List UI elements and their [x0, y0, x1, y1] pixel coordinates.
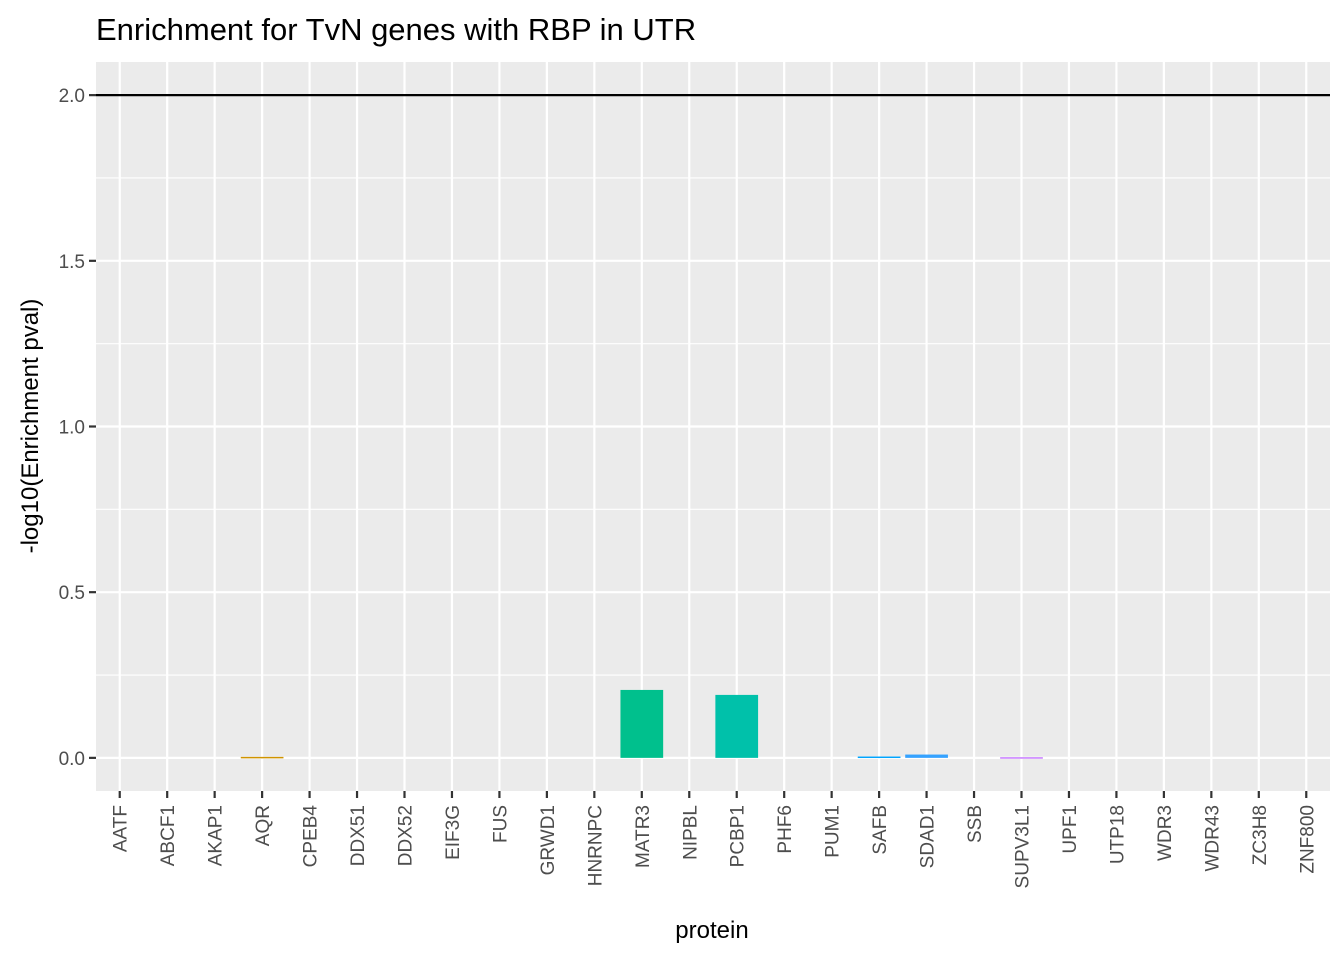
x-tick-label: PCBP1 — [728, 805, 749, 867]
y-tick-label: 1.0 — [59, 418, 85, 439]
x-tick-label: WDR43 — [1202, 805, 1223, 872]
y-axis-title: -log10(Enrichment pval) — [17, 299, 44, 554]
x-tick-label: WDR3 — [1155, 805, 1176, 861]
x-tick-label: EIF3G — [443, 805, 464, 860]
x-tick-label: CPEB4 — [301, 805, 322, 868]
x-tick-label: SSB — [965, 805, 986, 843]
x-tick-label: PUM1 — [823, 805, 844, 858]
x-tick-label: ZC3H8 — [1250, 805, 1271, 865]
x-tick-label: ZNF800 — [1297, 805, 1318, 874]
bars — [240, 689, 1043, 759]
x-tick-label: SUPV3L1 — [1013, 805, 1034, 888]
x-tick-label: FUS — [490, 805, 511, 843]
x-tick-label: NIPBL — [680, 805, 701, 860]
x-axis: AATF ABCF1 AKAP1 AQR CPEB4 DDX51 DDX52 EIF3G FUS… — [111, 791, 1318, 888]
x-tick-label: AATF — [111, 805, 132, 852]
minor-gridlines — [96, 177, 1330, 676]
x-axis-title: protein — [675, 917, 748, 944]
y-tick-label: 1.5 — [59, 252, 85, 273]
y-axis: 0.0 0.5 1.0 1.5 2.0 — [59, 86, 96, 770]
x-tick-label: PHF6 — [775, 805, 796, 854]
bar-sdad1 — [905, 754, 948, 758]
x-tick-label: ABCF1 — [158, 805, 179, 866]
x-tick-label: UPF1 — [1060, 805, 1081, 854]
x-tick-label: HNRNPC — [585, 805, 606, 886]
x-tick-label: DDX51 — [348, 805, 369, 866]
x-tick-label: UTP18 — [1107, 805, 1128, 864]
x-tick-label: MATR3 — [633, 805, 654, 868]
y-tick-label: 0.0 — [59, 749, 85, 770]
x-tick-label: AQR — [253, 805, 274, 846]
bar-safb — [857, 756, 901, 759]
x-tick-label: SDAD1 — [918, 805, 939, 868]
x-tick-label: GRWD1 — [538, 805, 559, 875]
chart-title: Enrichment for TvN genes with RBP in UTR — [96, 12, 696, 47]
bar-aqr — [240, 756, 284, 759]
y-tick-label: 0.5 — [59, 583, 85, 604]
bar-matr3 — [620, 689, 664, 758]
x-tick-label: SAFB — [870, 805, 891, 855]
x-tick-label: AKAP1 — [206, 805, 227, 866]
y-tick-label: 2.0 — [59, 86, 85, 107]
bar-pcbp1 — [715, 694, 759, 758]
bar-supv3l1 — [1000, 757, 1043, 759]
x-tick-label: DDX52 — [396, 805, 417, 866]
